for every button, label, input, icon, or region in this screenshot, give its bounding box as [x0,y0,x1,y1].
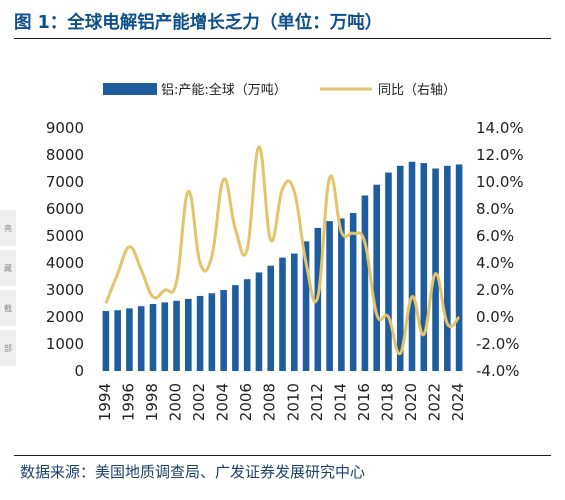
x-tick-label: 2004 [214,383,232,421]
bar [196,295,204,371]
side-tab-strip: 亮 藏 截 部 [0,210,16,370]
bar [149,304,157,371]
y-left-tick-label: 4000 [46,254,84,272]
y-right-tick-label: 8.0% [476,200,514,218]
y-left-tick-label: 0 [74,362,84,380]
bar [326,221,333,371]
y-right-tick-label: 10.0% [476,173,524,191]
y-right-tick-label: 0.0% [476,308,514,326]
bar [161,302,169,371]
x-tick-label: 2008 [261,383,279,421]
bar [455,164,463,371]
bar [185,298,192,371]
y-left-tick-label: 3000 [46,281,84,299]
bar [232,285,239,371]
legend-line-label: 同比（右轴） [378,83,456,98]
side-tab[interactable]: 截 [0,290,16,326]
title-underline [14,38,551,39]
bar [102,311,110,371]
x-tick-label: 2022 [426,383,444,421]
x-tick-label: 2024 [449,383,467,421]
bar [255,272,263,371]
y-left-tick-label: 2000 [46,308,84,326]
bar [373,184,380,371]
side-tab[interactable]: 部 [0,330,16,366]
y-right-tick-label: -4.0% [476,362,520,380]
x-tick-label: 2006 [237,383,255,421]
y-right-tick-label: 12.0% [476,146,524,164]
x-tick-label: 1994 [96,383,114,421]
bar [137,306,145,371]
y-left-tick-label: 9000 [46,119,84,137]
bar [408,161,416,371]
x-tick-label: 2016 [355,383,373,421]
y-left-tick-label: 6000 [46,200,84,218]
bar [432,168,439,371]
bar [444,165,451,371]
x-tick-label: 2012 [308,383,326,421]
y-right-tick-label: 14.0% [476,119,524,137]
figure-title: 图 1：全球电解铝产能增长乏力（单位：万吨） [14,13,383,33]
bar [114,310,121,371]
legend: 铝:产能:全球（万吨） 同比（右轴） [103,82,456,98]
bar [302,241,310,371]
bar [126,308,133,371]
bar [173,300,180,371]
side-tab[interactable]: 藏 [0,250,16,286]
bar [385,172,392,371]
x-tick-label: 1996 [119,383,137,421]
side-tab[interactable]: 亮 [0,210,16,246]
bar [338,218,345,371]
y-axis-right: -4.0% -2.0% 0.0% 2.0% 4.0% 6.0% 8.0% 10.0% 12.0%… [476,119,524,380]
y-left-tick-label: 8000 [46,146,84,164]
y-right-tick-label: 2.0% [476,281,514,299]
bar [279,257,286,371]
y-axis-left: 0 1000 2000 3000 4000 5000 6000 7000 8000 9000 [46,119,84,380]
x-tick-label: 2002 [190,383,208,421]
x-tick-label: 2018 [378,383,396,421]
bar [220,290,227,371]
x-tick-label: 2020 [402,383,420,421]
x-tick-label: 2014 [331,383,349,421]
bar [361,195,369,371]
x-axis: 1994 1996 1998 2000 2002 2004 2006 2008 2010 2012… [96,383,467,421]
source-rule [14,455,551,456]
bar [243,279,251,371]
y-right-tick-label: 6.0% [476,227,514,245]
legend-bar-swatch [103,83,157,95]
x-tick-label: 1998 [143,383,161,421]
y-left-tick-label: 7000 [46,173,84,191]
y-left-tick-label: 1000 [46,335,84,353]
line-series [104,145,461,355]
bar [208,293,216,371]
legend-bar-label: 铝:产能:全球（万吨） [161,82,287,98]
bar [396,165,404,371]
source-note: 数据来源：美国地质调查局、广发证券发展研究中心 [20,463,366,481]
x-tick-label: 2000 [167,383,185,421]
y-left-tick-label: 5000 [46,227,84,245]
bar [267,265,275,371]
y-right-tick-label: -2.0% [476,335,520,353]
bar-series [102,161,463,371]
bar [290,253,298,371]
x-tick-label: 2010 [284,383,302,421]
bar [349,213,357,371]
growth-line [104,145,461,355]
y-right-tick-label: 4.0% [476,254,514,272]
bar [420,163,428,371]
